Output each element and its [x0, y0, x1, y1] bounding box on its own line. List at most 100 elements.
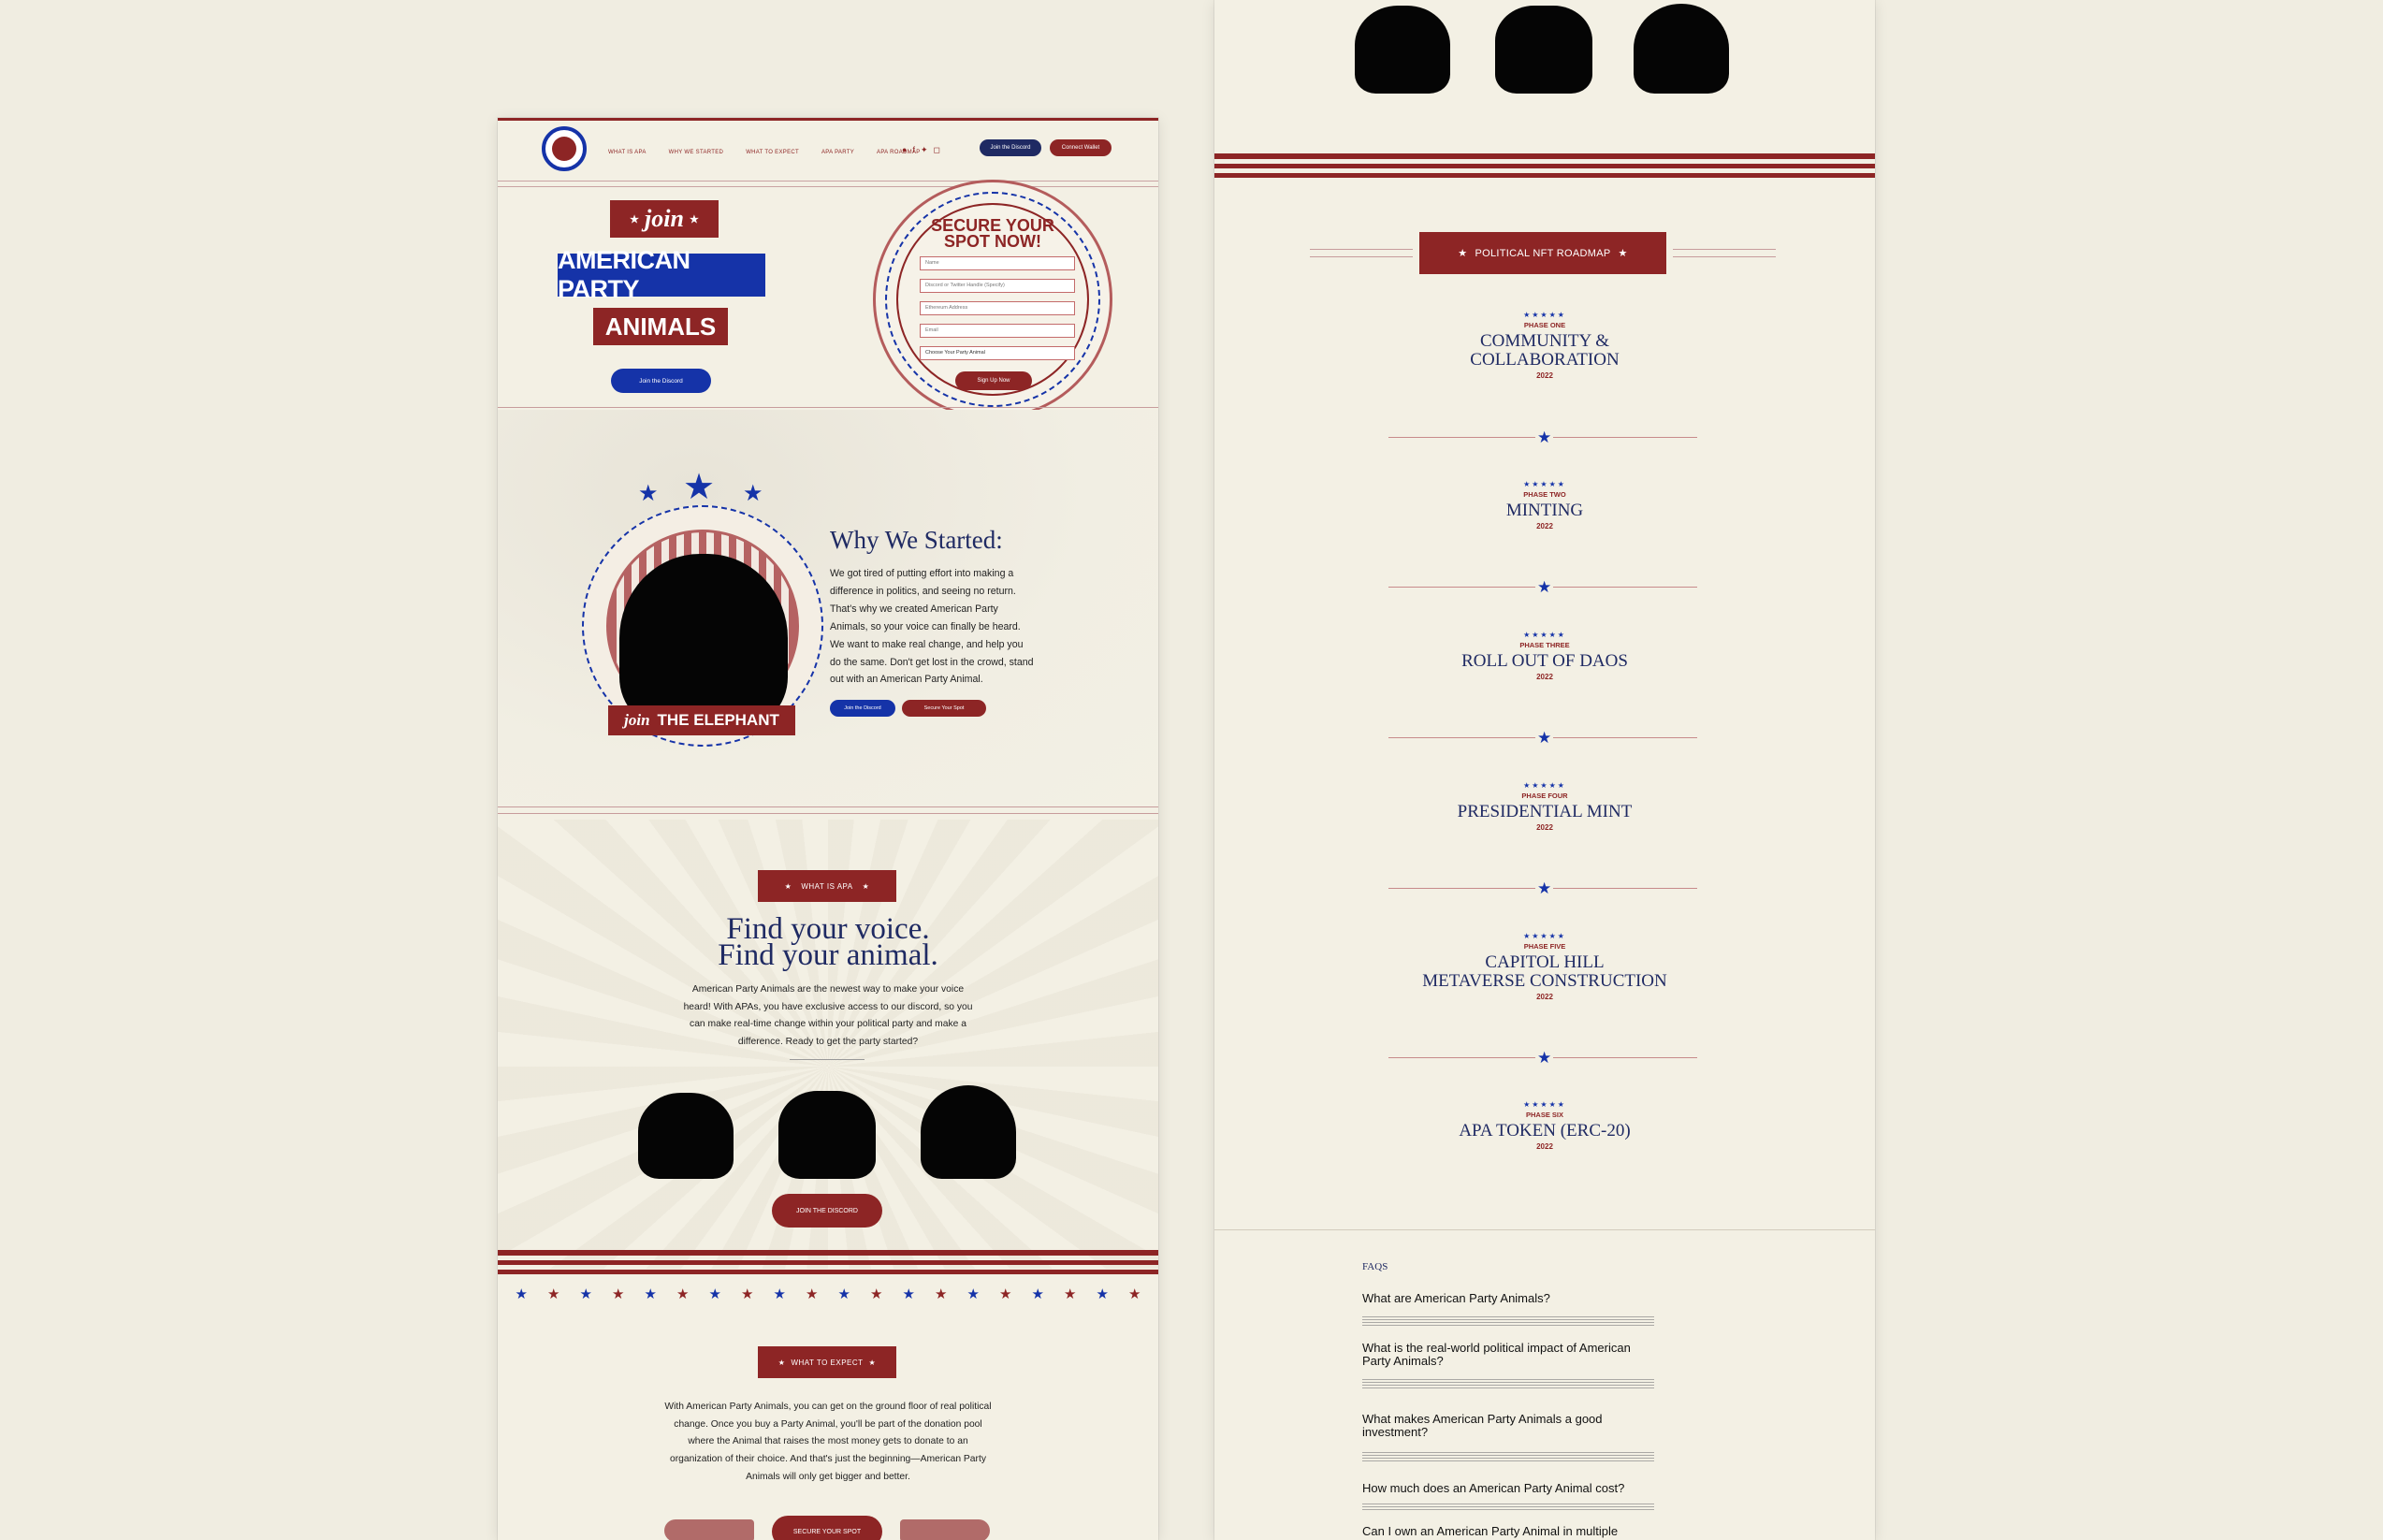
faq-question-2[interactable]: What is the real-world political impact …	[1362, 1341, 1631, 1368]
short-divider	[790, 1059, 865, 1060]
faq-answer-3	[1362, 1452, 1654, 1463]
nav-link-what-is-apa[interactable]: WHAT IS APA	[608, 150, 647, 155]
top-border	[498, 118, 1158, 121]
nav-links: WHAT IS APA WHY WE STARTED WHAT TO EXPEC…	[608, 150, 943, 155]
what-to-expect-body: With American Party Animals, you can get…	[664, 1402, 992, 1482]
star-icon: ★	[638, 481, 659, 506]
star-icon: ★	[612, 1286, 625, 1302]
star-icon: ★	[741, 1286, 754, 1302]
star-icon: ★	[1064, 1286, 1077, 1302]
star-icon: ★	[1618, 248, 1628, 259]
hero-join-discord-button[interactable]: Join the Discord	[611, 369, 711, 393]
star-icon: ★	[806, 1286, 819, 1302]
nav-link-apa-roadmap[interactable]: APA ROADMAP	[877, 150, 921, 155]
find-your-voice-title: Find your voice. Find your animal.	[718, 912, 938, 972]
tag-side-line	[1673, 256, 1776, 257]
signup-seal: SECURE YOUR SPOT NOW! Name Discord or Tw…	[873, 180, 1112, 419]
faq-question-3[interactable]: What makes American Party Animals a good…	[1362, 1412, 1603, 1439]
star-icon: ★	[837, 1286, 850, 1302]
nav-link-why-we-started[interactable]: WHY WE STARTED	[668, 150, 724, 155]
nav-divider-2	[498, 186, 1158, 187]
red-stripe	[498, 1250, 1158, 1256]
tag-side-line	[1310, 249, 1413, 250]
roadmap-phase-1: ★★★★★ PHASE ONE COMMUNITY & COLLABORATIO…	[1214, 311, 1875, 380]
star-icon: ★	[515, 1286, 528, 1302]
section-divider	[1214, 1229, 1875, 1230]
star-icon: ★	[773, 1286, 786, 1302]
seal-star-ring	[885, 192, 1100, 407]
star-icon: ★	[966, 1286, 980, 1302]
star-icon: ★	[1535, 578, 1554, 597]
reddit-icon[interactable]: ●	[902, 145, 908, 154]
party-animal-select[interactable]: Choose Your Party Animal	[920, 346, 1075, 360]
donkey-silhouette-icon	[1495, 6, 1592, 94]
name-field[interactable]: Name	[920, 256, 1075, 270]
apa-logo[interactable]	[542, 126, 587, 171]
elephant-silhouette-icon	[638, 1093, 734, 1179]
join-text: join	[645, 205, 684, 232]
star-icon: ★	[1535, 1049, 1554, 1068]
red-stripe	[1214, 164, 1875, 168]
navbar: WHAT IS APA WHY WE STARTED WHAT TO EXPEC…	[498, 121, 1158, 181]
seal-inner-ring	[896, 203, 1089, 396]
star-icon: ★	[935, 1286, 948, 1302]
ethereum-address-field[interactable]: Ethereum Address	[920, 301, 1075, 315]
sign-up-button[interactable]: Sign Up Now	[955, 371, 1032, 390]
what-is-apa-body: American Party Animals are the newest wa…	[683, 984, 973, 1048]
star-icon: ★	[862, 881, 870, 891]
nav-join-discord-button[interactable]: Join the Discord	[980, 139, 1041, 156]
faq-answer-1	[1362, 1316, 1654, 1328]
roadmap-divider: ★	[1388, 879, 1697, 898]
roadmap-divider: ★	[1388, 729, 1697, 748]
why-title: Why We Started:	[830, 526, 1003, 554]
star-icon: ★	[708, 1286, 721, 1302]
what-is-apa-tag: ★ WHAT IS APA ★	[758, 870, 896, 902]
elephant-emblem-icon	[552, 137, 576, 161]
phase-stars-icon: ★★★★★	[1523, 1100, 1566, 1109]
why-join-discord-button[interactable]: Join the Discord	[830, 700, 895, 717]
landing-page-preview-continued: ★ POLITICAL NFT ROADMAP ★ ★★★★★ PHASE ON…	[1214, 0, 1875, 1540]
roadmap-divider: ★	[1388, 429, 1697, 447]
handle-field[interactable]: Discord or Twitter Handle (Specify)	[920, 279, 1075, 293]
star-icon: ★	[1031, 1286, 1044, 1302]
roadmap-phase-2: ★★★★★ PHASE TWO MINTING 2022	[1214, 480, 1875, 530]
email-field[interactable]: Email	[920, 324, 1075, 338]
star-icon: ★	[689, 213, 699, 225]
lion-silhouette-icon	[921, 1085, 1016, 1179]
roadmap-tag: ★ POLITICAL NFT ROADMAP ★	[1419, 232, 1666, 274]
faq-question-5[interactable]: Can I own an American Party Animal in mu…	[1362, 1524, 1619, 1538]
twitter-icon[interactable]: ✦	[920, 145, 928, 154]
connect-wallet-button[interactable]: Connect Wallet	[1050, 139, 1112, 156]
star-row: ★ ★ ★ ★ ★ ★ ★ ★ ★ ★ ★ ★ ★ ★ ★ ★ ★ ★ ★ ★	[498, 1287, 1158, 1301]
nav-link-apa-party[interactable]: APA PARTY	[821, 150, 855, 155]
social-icons: ● f ✦ ◻	[902, 145, 940, 155]
star-icon: ★	[870, 1286, 883, 1302]
star-icon: ★	[547, 1286, 560, 1302]
roadmap-phase-6: ★★★★★ PHASE SIX APA TOKEN (ERC-20) 2022	[1214, 1100, 1875, 1151]
instagram-icon[interactable]: ◻	[933, 145, 940, 154]
lion-silhouette-icon	[1634, 4, 1729, 94]
facebook-icon[interactable]: f	[912, 145, 915, 154]
elephant-silhouette-icon	[1355, 6, 1450, 94]
star-icon: ★	[868, 1358, 877, 1367]
nav-link-what-to-expect[interactable]: WHAT TO EXPECT	[746, 150, 799, 155]
join-the-elephant-ribbon: join THE ELEPHANT	[608, 705, 795, 735]
what-to-expect-tag: ★ WHAT TO EXPECT ★	[758, 1346, 896, 1378]
star-icon: ★	[784, 881, 792, 891]
roadmap-phase-4: ★★★★★ PHASE FOUR PRESIDENTIAL MINT 2022	[1214, 781, 1875, 832]
donkey-silhouette-icon	[778, 1091, 876, 1179]
faq-question-4[interactable]: How much does an American Party Animal c…	[1362, 1481, 1625, 1495]
pointing-hand-left-icon	[664, 1519, 754, 1540]
tag-side-line	[1673, 249, 1776, 250]
star-icon: ★	[579, 1286, 592, 1302]
faq-question-1[interactable]: What are American Party Animals?	[1362, 1291, 1550, 1305]
roadmap-divider: ★	[1388, 1049, 1697, 1068]
section-divider	[498, 407, 1158, 408]
why-secure-spot-button[interactable]: Secure Your Spot	[902, 700, 986, 717]
faq-label: FAQS	[1362, 1261, 1388, 1272]
phase-stars-icon: ★★★★★	[1523, 311, 1566, 319]
section-divider	[498, 813, 1158, 814]
secure-spot-button[interactable]: SECURE YOUR SPOT	[772, 1516, 882, 1540]
title-ribbon-line2: ANIMALS	[593, 308, 728, 345]
join-discord-button[interactable]: JOIN THE DISCORD	[772, 1194, 882, 1228]
